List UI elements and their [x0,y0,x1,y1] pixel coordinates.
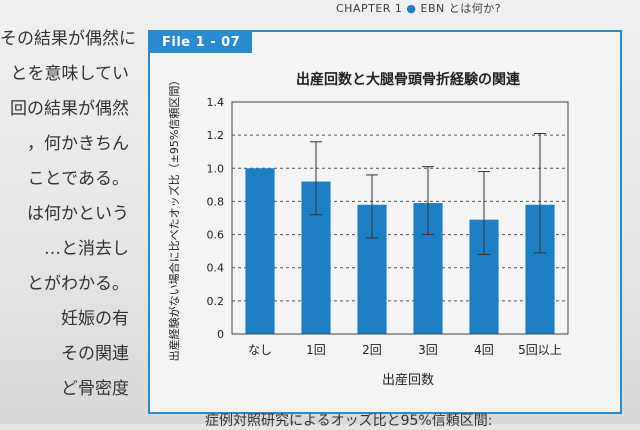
chapter-label: CHAPTER 1 [336,2,403,15]
body-text-line: その結果が偶然に [0,29,136,49]
body-text-line: 回の結果が偶然 [10,99,129,119]
figure-box: File 1 - 07 出産回数と大腿骨頭骨折経験の関連 0 0.2 0.4 0.6 0… [148,30,622,414]
error-bar [366,174,378,239]
error-bar [310,141,322,216]
bar [245,168,275,334]
body-text-line: は何かという [27,204,129,224]
body-text-line: その関連 [61,344,129,364]
x-tick-label: 2回 [362,343,382,357]
body-text-line: とがわかる。 [27,274,129,294]
x-tick-label: 3回 [418,343,438,357]
x-tick-labels: なし 1回 2回 3回 4回 5回以上 [248,343,562,357]
x-axis-label: 出産回数 [382,372,434,388]
y-tick-label: 0 [217,328,224,341]
y-tick-label: 1.4 [207,96,225,109]
body-text-line: とを意味してい [10,64,130,84]
body-text-line: ど骨密度 [61,379,129,399]
y-tick-label: 1.0 [207,162,225,175]
error-bar [534,132,546,254]
bars [245,168,555,334]
plot-frame [231,101,569,335]
x-tick-label: 1回 [306,343,326,357]
chapter-dot-icon: ● [406,2,417,15]
y-axis-label: 出産経験がない場合に比べたオッズ比（±95%信頼区間） [167,75,181,362]
figure-caption: 症例対照研究によるオッズ比と95%信頼区間: [205,413,493,429]
body-text-line: ことである。 [27,169,129,189]
chart-title: 出産回数と大腿骨頭骨折経験の関連 [296,71,521,88]
error-bar [478,171,490,255]
y-tick-labels: 0 0.2 0.4 0.6 0.8 1.0 1.2 1.4 [207,96,225,341]
body-text-column: その結果が偶然に とを意味してい 回の結果が偶然 ，何かきちん ことである。 は… [0,22,136,407]
x-tick-label: 5回以上 [518,343,562,357]
figure-label: File 1 - 07 [150,32,253,53]
body-text-line: …と消去し [44,239,129,259]
y-tick-label: 0.4 [207,262,225,275]
y-tick-label: 0.2 [207,295,225,308]
grid-lines [232,134,568,302]
body-text-line: ，何かきちん [27,134,129,154]
chapter-header: CHAPTER 1 ● EBN とは何か? [336,0,501,16]
y-tick-label: 1.2 [207,129,225,142]
body-text-line: 妊娠の有 [61,309,129,329]
y-tick-label: 0.6 [207,229,225,242]
error-bar [422,166,434,236]
chapter-topic: EBN とは何か? [420,2,502,15]
y-tick-label: 0.8 [207,195,225,208]
x-tick-label: なし [248,343,272,357]
x-tick-label: 4回 [474,343,494,357]
error-bars [310,132,546,255]
bar-chart: 出産回数と大腿骨頭骨折経験の関連 00.20.40.60.81.01.21.4 … [167,71,569,388]
